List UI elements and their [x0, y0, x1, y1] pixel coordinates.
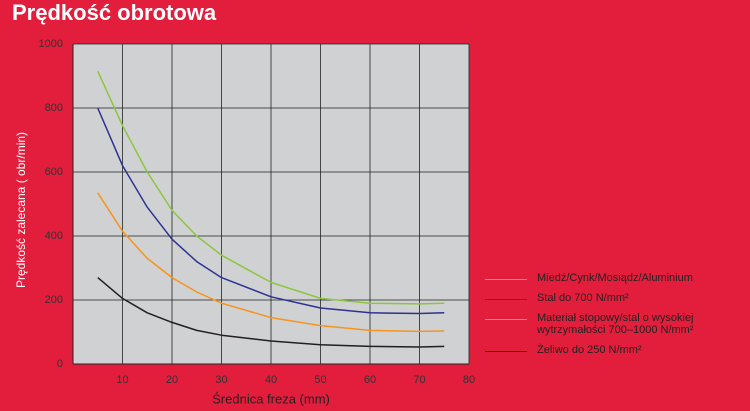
x-axis-label: Średnica freza (mm): [212, 391, 330, 406]
series-line: [97, 277, 445, 348]
y-tick-label: 0: [57, 358, 63, 370]
y-axis-label: Prędkość zalecana ( obr/min): [14, 132, 28, 288]
x-tick-label: 40: [265, 374, 277, 386]
x-tick-label: 80: [463, 374, 475, 386]
x-tick-label: 10: [116, 374, 128, 386]
legend-label: Stal do 700 N/mm²: [537, 292, 629, 304]
y-tick-label: 1000: [39, 38, 63, 50]
x-tick-label: 50: [314, 374, 326, 386]
legend-label: Materiał stopowy/stal o wysokiej wytrzym…: [537, 312, 694, 336]
series-line: [97, 107, 445, 315]
y-tick-label: 200: [45, 294, 63, 306]
x-tick-label: 70: [413, 374, 425, 386]
legend-item: Żeliwo do 250 N/mm²: [485, 344, 715, 356]
y-tick-label: 800: [45, 102, 63, 114]
legend-label: Miedź/Cynk/Mosiądz/Aluminium: [537, 272, 693, 284]
x-tick-label: 60: [364, 374, 376, 386]
legend-swatch: [485, 351, 527, 352]
legend: Miedź/Cynk/Mosiądz/Aluminium Stal do 700 …: [485, 272, 715, 364]
legend-swatch: [485, 299, 527, 300]
x-tick-label: 30: [215, 374, 227, 386]
x-tick-label: 20: [166, 374, 178, 386]
legend-item: Materiał stopowy/stal o wysokiej wytrzym…: [485, 312, 715, 336]
legend-item: Miedź/Cynk/Mosiądz/Aluminium: [485, 272, 715, 284]
chart-title: Prędkość obrotowa: [12, 0, 217, 25]
y-tick-label: 400: [45, 230, 63, 242]
legend-item: Stal do 700 N/mm²: [485, 292, 715, 304]
legend-swatch: [485, 319, 527, 320]
series-line: [97, 70, 445, 305]
series-line: [97, 192, 445, 333]
legend-swatch: [485, 279, 527, 280]
y-tick-label: 600: [45, 166, 63, 178]
legend-label: Żeliwo do 250 N/mm²: [537, 344, 642, 356]
